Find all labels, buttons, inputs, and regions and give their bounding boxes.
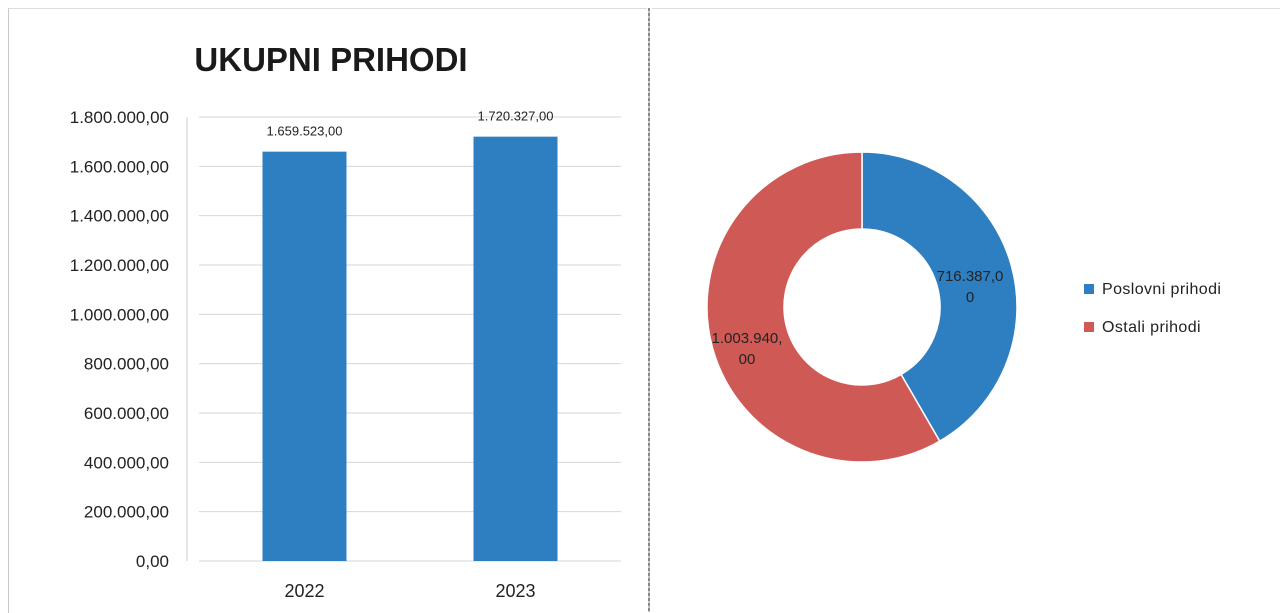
y-axis-ticks: 0,00 200.000,00 400.000,00 600.000,00 800.00… <box>70 108 169 571</box>
legend-label: Ostali prihodi <box>1102 319 1201 336</box>
bar-2022 <box>262 151 347 561</box>
donut-value-label: 0 <box>966 289 974 306</box>
x-axis-ticks: 2022 2023 <box>284 581 535 601</box>
y-tick-label: 0,00 <box>136 552 169 571</box>
bars <box>262 136 558 561</box>
bar-value-label: 1.720.327,00 <box>478 109 554 124</box>
x-tick-label: 2022 <box>284 581 324 601</box>
panel-divider <box>648 8 650 612</box>
data-labels: 1.659.523,00 1.720.327,00 <box>267 109 554 139</box>
bar-value-label: 1.659.523,00 <box>267 124 343 139</box>
x-tick-label: 2023 <box>495 581 535 601</box>
donut-slice-poslovni <box>861 151 1018 443</box>
y-tick-label: 1.200.000,00 <box>70 256 169 275</box>
donut-chart: 716.387,0 0 1.003.940, 00 Poslovni prihodi O… <box>706 151 1221 463</box>
legend-swatch <box>1084 284 1094 294</box>
donut-value-label: 1.003.940, <box>712 330 783 347</box>
y-tick-label: 200.000,00 <box>84 503 169 522</box>
y-tick-label: 600.000,00 <box>84 404 169 423</box>
chart-title: UKUPNI PRIHODI <box>194 41 467 78</box>
donut-slices <box>706 151 1018 463</box>
y-tick-label: 1.000.000,00 <box>70 305 169 324</box>
legend: Poslovni prihodi Ostali prihodi <box>1084 281 1221 336</box>
y-tick-label: 1.400.000,00 <box>70 207 169 226</box>
donut-chart-panel: 716.387,0 0 1.003.940, 00 Poslovni prihodi O… <box>652 8 1280 613</box>
donut-value-label: 00 <box>739 351 756 368</box>
y-tick-label: 800.000,00 <box>84 355 169 374</box>
bar-2023 <box>473 136 558 561</box>
donut-value-label: 716.387,0 <box>937 268 1004 285</box>
legend-label: Poslovni prihodi <box>1102 281 1221 298</box>
y-tick-label: 1.600.000,00 <box>70 157 169 176</box>
bar-chart-panel: UKUPNI PRIHODI 0,00 200.000,00 400.000,00 6… <box>8 8 647 613</box>
donut-data-labels: 716.387,0 0 1.003.940, 00 <box>712 268 1004 368</box>
y-tick-label: 1.800.000,00 <box>70 108 169 127</box>
legend-swatch <box>1084 322 1094 332</box>
donut-slice-ostali <box>706 151 941 463</box>
y-tick-label: 400.000,00 <box>84 453 169 472</box>
bar-chart: UKUPNI PRIHODI 0,00 200.000,00 400.000,00 6… <box>70 41 621 601</box>
